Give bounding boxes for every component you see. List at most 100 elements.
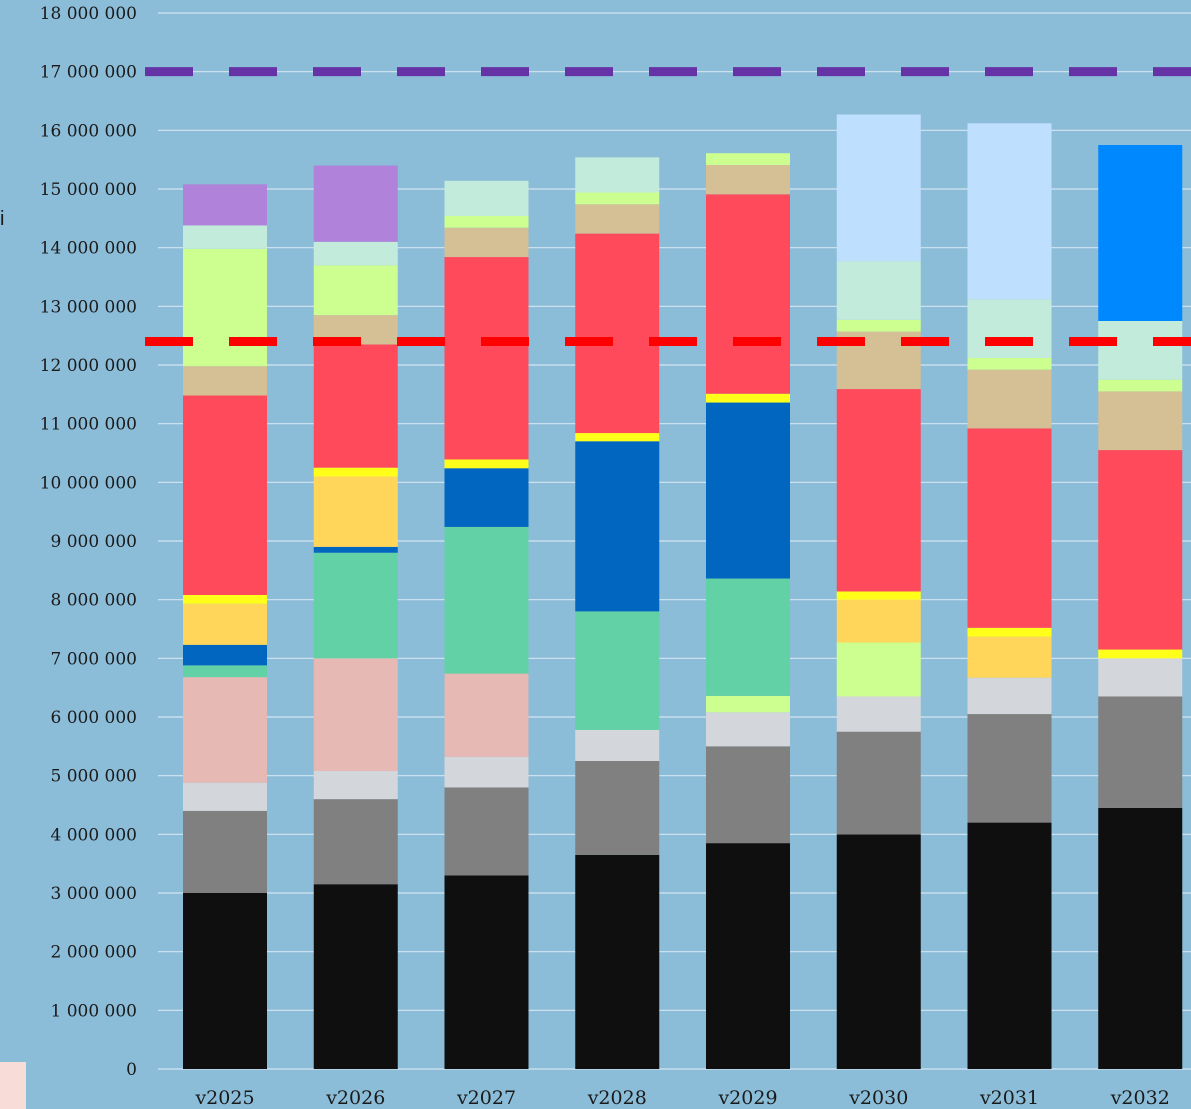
bar-segment <box>1098 379 1183 392</box>
bar-segment <box>183 677 267 783</box>
y-tick-label: 4 000 000 <box>50 825 137 845</box>
y-tick-label: 5 000 000 <box>50 767 137 787</box>
bar-segment <box>444 180 529 216</box>
bar-segment <box>444 468 529 527</box>
bar-segment <box>706 153 790 165</box>
bar-segment <box>313 165 398 242</box>
bar-segment <box>1098 145 1183 321</box>
bar-segment <box>183 893 267 1069</box>
bar-segment <box>1098 658 1183 697</box>
bar-segment <box>706 746 790 844</box>
bar-segment <box>313 467 398 477</box>
bar-segment <box>967 123 1052 300</box>
y-tick-label: 2 000 000 <box>50 943 137 963</box>
bar-segment <box>967 627 1052 637</box>
y-tick-label: 3 000 000 <box>50 884 137 904</box>
bar-segment <box>575 854 660 1069</box>
bar-segment <box>706 194 790 394</box>
bar-segment <box>575 233 660 434</box>
bar-segment <box>836 599 921 643</box>
y-tick-label: 9 000 000 <box>50 532 137 552</box>
y-axis-tick-labels: 0 1 000 000 2 000 000 3 000 000 4 000 000 5 0… <box>40 4 137 1080</box>
bar-segment <box>444 756 529 788</box>
x-tick-label: v2031 <box>979 1087 1039 1109</box>
bar-segment <box>836 591 921 600</box>
bar-segment <box>575 433 660 442</box>
x-axis-category-labels: v2025 v2026 v2027 v2028 v2029 v2030 v2031 v2032 <box>194 1087 1169 1109</box>
bar-segment <box>706 164 790 195</box>
bar-segment <box>313 799 398 885</box>
bar-segment <box>1098 450 1183 650</box>
y-tick-label: 16 000 000 <box>40 121 137 141</box>
bar-segment <box>444 227 529 258</box>
y-tick-label: 11 000 000 <box>40 415 137 435</box>
bar-segment <box>183 395 267 595</box>
cropped-label-fragment: i <box>0 208 4 230</box>
bar-segment <box>836 696 921 732</box>
y-tick-label: 12 000 000 <box>40 356 137 376</box>
y-tick-label: 1 000 000 <box>50 1001 137 1021</box>
bar-segment <box>313 546 398 553</box>
bar-segment <box>1098 391 1183 451</box>
bar-segment <box>1098 649 1183 659</box>
bar-segment <box>313 344 398 468</box>
y-tick-label: 0 <box>126 1060 137 1080</box>
bar-segment <box>706 578 790 696</box>
bar-segment <box>836 731 921 835</box>
y-tick-label: 13 000 000 <box>40 297 137 317</box>
bar-segment <box>444 875 529 1069</box>
x-tick-label: v2026 <box>325 1087 385 1109</box>
bar-segments <box>183 114 1183 1069</box>
bar-segment <box>313 658 398 771</box>
bar-segment <box>967 357 1052 370</box>
bar-segment <box>183 184 267 226</box>
bar-segment <box>313 265 398 316</box>
bar-segment <box>1098 321 1183 380</box>
bar-segment <box>575 204 660 234</box>
bar-segment <box>836 319 921 332</box>
y-tick-label: 8 000 000 <box>50 591 137 611</box>
bar-segment <box>183 644 267 666</box>
legend-swatch-partial <box>0 1062 26 1109</box>
bar-segment <box>706 393 790 403</box>
bar-segment <box>183 248 267 367</box>
y-tick-label: 6 000 000 <box>50 708 137 728</box>
bar-segment <box>183 665 267 678</box>
x-tick-label: v2030 <box>848 1087 908 1109</box>
bar-segment <box>836 834 921 1069</box>
bar-segment <box>444 257 529 460</box>
bar-segment <box>444 673 529 757</box>
bar-segment <box>967 822 1052 1069</box>
bar-segment <box>967 299 1052 358</box>
bar-segment <box>836 642 921 697</box>
bar-segment <box>183 594 267 604</box>
x-tick-label: v2027 <box>456 1087 516 1109</box>
bar-segment <box>575 761 660 855</box>
y-tick-label: 17 000 000 <box>40 63 137 83</box>
bar-segment <box>967 428 1052 628</box>
bar-segment <box>313 241 398 266</box>
bar-segment <box>444 787 529 876</box>
bar-segment <box>183 603 267 645</box>
bar-segment <box>706 843 790 1069</box>
bar-segment <box>183 782 267 811</box>
bar-segment <box>444 215 529 228</box>
bar-segment <box>836 389 921 592</box>
bar-segment <box>183 225 267 249</box>
bar-segment <box>967 369 1052 429</box>
x-tick-label: v2032 <box>1110 1087 1170 1109</box>
bar-segment <box>183 366 267 396</box>
y-tick-label: 15 000 000 <box>40 180 137 200</box>
bar-segment <box>575 157 660 193</box>
bar-segment <box>183 810 267 893</box>
bar-segment <box>967 677 1052 715</box>
reference-lines <box>145 67 1191 347</box>
bar-segment <box>575 441 660 612</box>
bar-segment <box>444 459 529 469</box>
bar-segment <box>575 192 660 205</box>
bar-segment <box>1098 807 1183 1069</box>
bar-segment <box>313 476 398 547</box>
bar-segment <box>444 526 529 674</box>
y-tick-label: 14 000 000 <box>40 239 137 259</box>
bar-segment <box>575 729 660 761</box>
